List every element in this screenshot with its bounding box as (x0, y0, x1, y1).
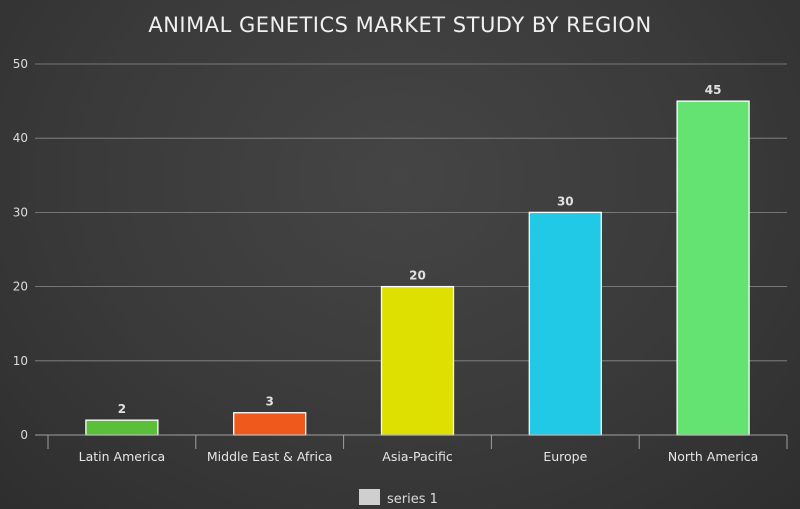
chart-title: ANIMAL GENETICS MARKET STUDY BY REGION (148, 13, 651, 37)
bar[interactable] (233, 412, 307, 436)
bars (85, 100, 750, 436)
x-tick-label: Middle East & Africa (207, 449, 333, 464)
y-axis: 0 10 20 30 40 50 (13, 57, 28, 442)
y-tick-label: 20 (13, 280, 28, 294)
bar[interactable] (380, 285, 455, 436)
y-tick-label: 30 (13, 205, 28, 219)
data-labels: 2 3 20 30 45 (118, 83, 722, 416)
bar[interactable] (528, 211, 602, 436)
data-label: 45 (705, 83, 722, 97)
data-label: 2 (118, 402, 126, 416)
x-tick-label: Asia-Pacific (382, 449, 453, 464)
y-tick-label: 10 (13, 354, 28, 368)
bar[interactable] (676, 100, 750, 436)
gridlines (35, 63, 787, 362)
legend-swatch[interactable] (359, 489, 380, 505)
y-tick-label: 40 (13, 131, 28, 145)
x-tick-label: Europe (543, 449, 587, 464)
x-tick-label: Latin America (79, 449, 165, 464)
legend-label[interactable]: series 1 (387, 492, 438, 507)
data-label: 30 (557, 194, 574, 208)
data-label: 3 (266, 395, 274, 409)
x-tick-label: North America (668, 449, 759, 464)
bar[interactable] (85, 419, 159, 436)
y-tick-label: 50 (13, 57, 28, 71)
legend[interactable]: series 1 (359, 489, 438, 507)
data-label: 20 (409, 269, 426, 283)
x-axis: Latin America Middle East & Africa Asia-Pa… (35, 434, 788, 464)
y-tick-label: 0 (20, 428, 28, 442)
